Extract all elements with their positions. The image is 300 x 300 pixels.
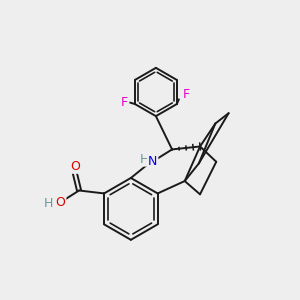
Text: F: F: [183, 88, 190, 101]
Text: O: O: [70, 160, 80, 173]
Text: O: O: [56, 196, 65, 209]
Text: F: F: [121, 96, 128, 109]
Text: H: H: [44, 197, 53, 210]
Text: H: H: [140, 153, 149, 166]
Text: N: N: [148, 155, 157, 168]
